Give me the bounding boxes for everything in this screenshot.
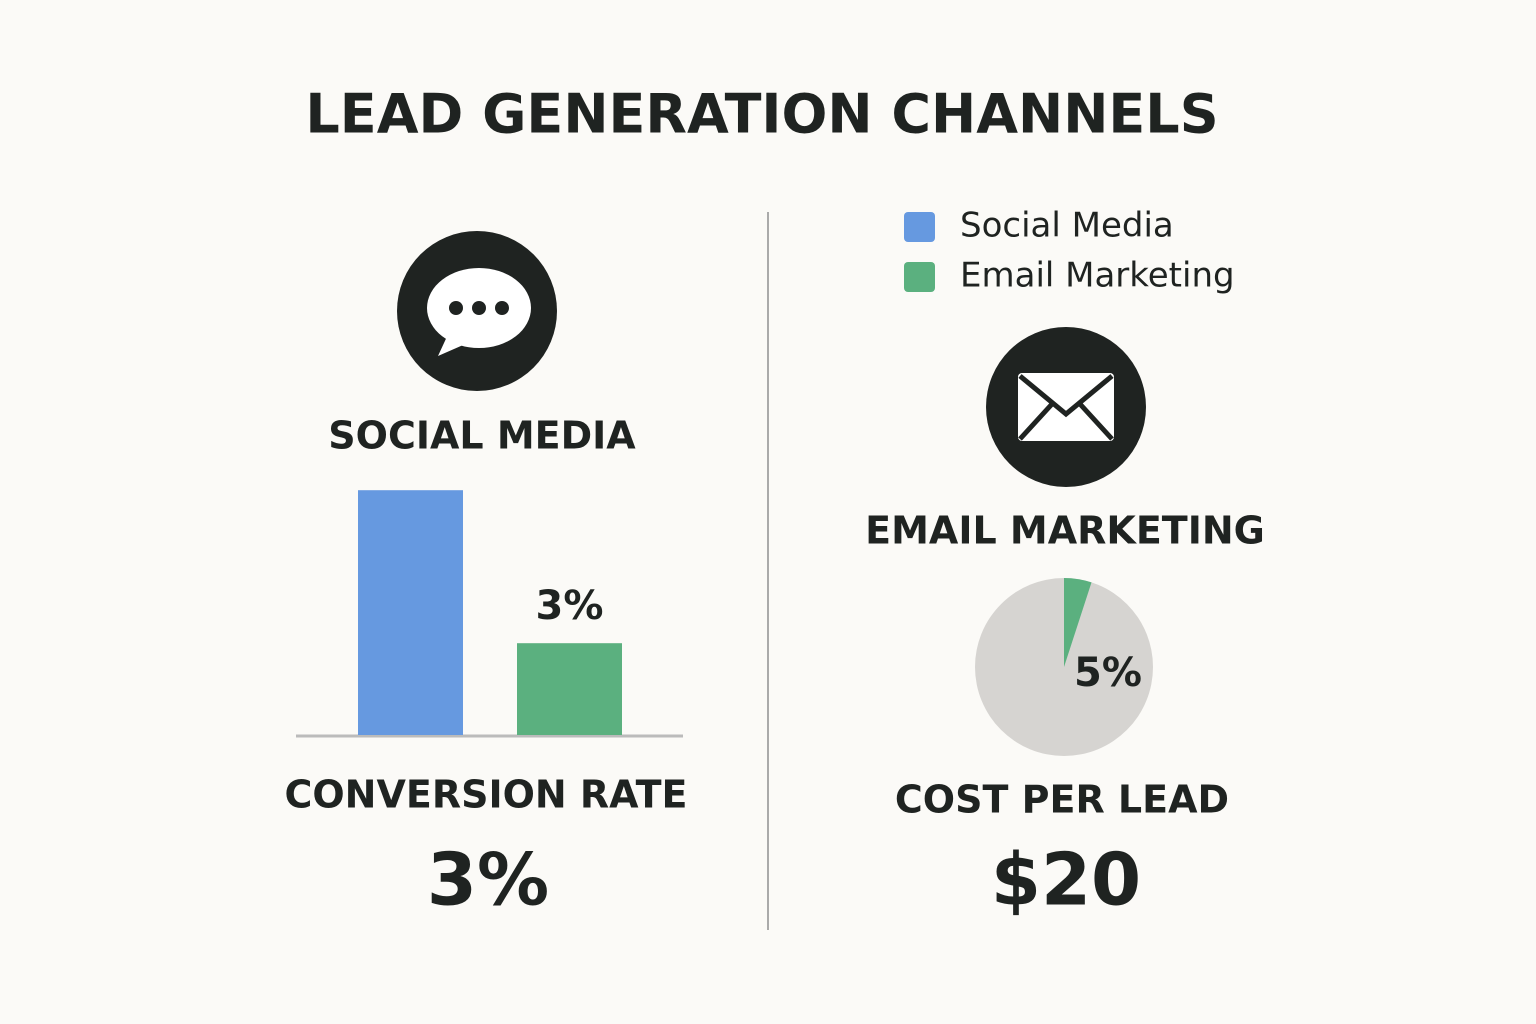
legend-swatch: [904, 212, 935, 242]
chat-icon: [397, 231, 557, 391]
legend-label: Email Marketing: [960, 256, 1235, 296]
metric-value: $20: [991, 838, 1141, 922]
section-heading: EMAIL MARKETING: [865, 509, 1265, 553]
legend-label: Social Media: [960, 206, 1174, 246]
title: LEAD GENERATION CHANNELS: [305, 83, 1218, 146]
section-heading: SOCIAL MEDIA: [328, 414, 636, 458]
metric-label: CONVERSION RATE: [284, 773, 687, 817]
metric-value: 3%: [427, 838, 549, 922]
value-label: 5%: [1074, 650, 1142, 696]
legend-swatch: [904, 262, 935, 292]
pie-slice: [1064, 578, 1092, 667]
metric-label: COST PER LEAD: [895, 778, 1229, 822]
value-label: 3%: [536, 583, 604, 629]
bar: [358, 490, 463, 735]
mail-icon: [986, 327, 1146, 487]
bar: [517, 643, 622, 735]
